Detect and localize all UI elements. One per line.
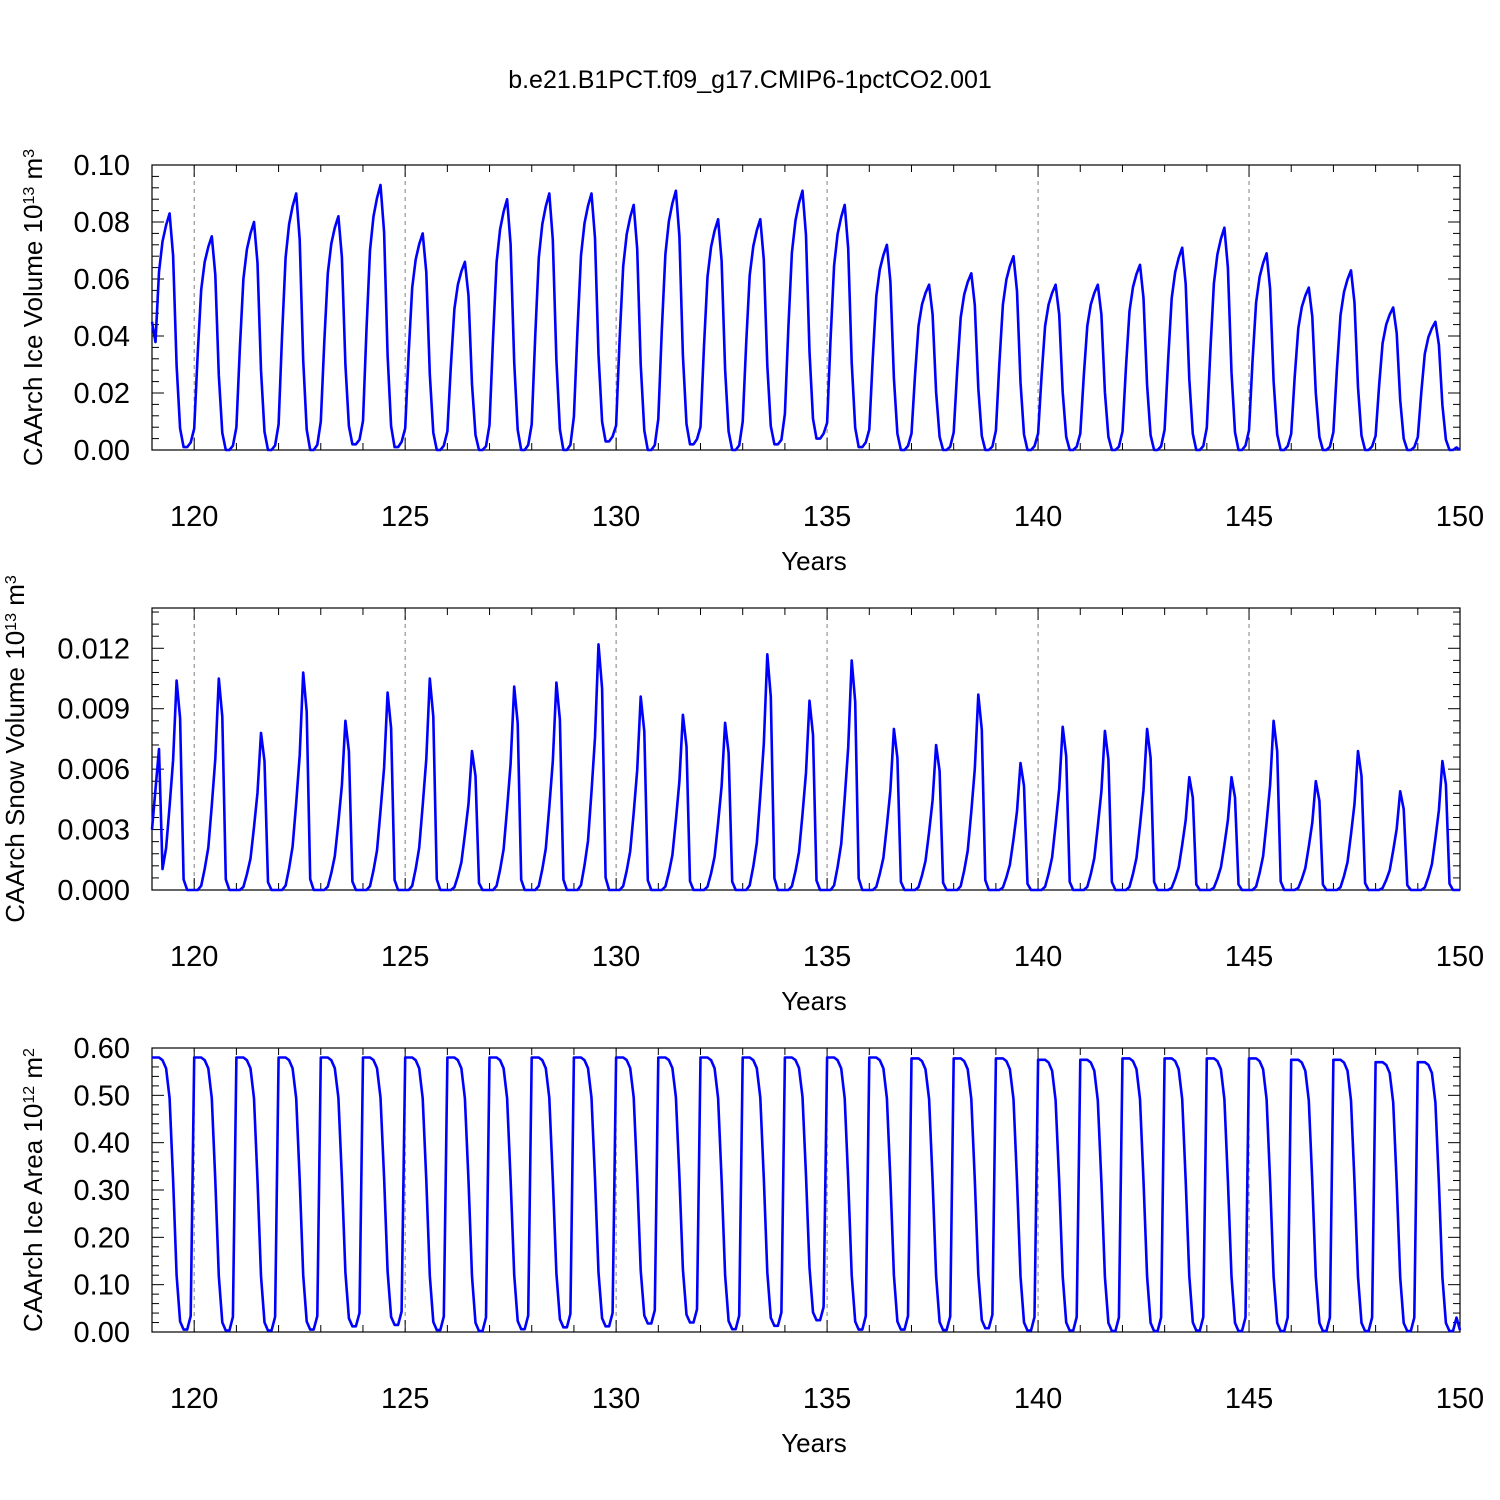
- y-axis-label: CAArch Snow Volume 1013 m3: [0, 575, 30, 923]
- x-axis-label: Years: [781, 1428, 847, 1458]
- y-tick-label: 0.006: [57, 754, 130, 786]
- x-tick-label: 120: [170, 501, 218, 533]
- series-line: [150, 643, 1460, 892]
- y-axis-label-text: CAArch Ice Area 10: [18, 1104, 48, 1332]
- y-tick-label: 0.30: [74, 1175, 130, 1207]
- y-tick-label: 0.10: [74, 150, 130, 182]
- x-tick-label: 150: [1436, 1383, 1484, 1415]
- x-tick-label: 140: [1014, 501, 1062, 533]
- y-tick-label: 0.000: [57, 875, 130, 907]
- series-line: [150, 183, 1461, 452]
- y-tick-label: 0.10: [74, 1270, 130, 1302]
- x-tick-label: 145: [1225, 1383, 1273, 1415]
- x-tick-label: 140: [1014, 1383, 1062, 1415]
- x-tick-label: 140: [1014, 941, 1062, 973]
- x-tick-label: 150: [1436, 501, 1484, 533]
- x-tick-label: 150: [1436, 941, 1484, 973]
- x-tick-label: 130: [592, 1383, 640, 1415]
- y-tick-label: 0.00: [74, 1317, 130, 1349]
- y-axis-label-superscript: 12: [21, 1086, 38, 1104]
- series-line: [152, 1056, 1462, 1333]
- y-tick-label: 0.012: [57, 633, 130, 665]
- x-axis-label: Years: [781, 546, 847, 576]
- y-axis-label: CAArch Ice Volume 1013 m3: [18, 149, 48, 466]
- y-axis-label: CAArch Ice Area 1012 m2: [18, 1048, 48, 1332]
- x-tick-label: 125: [381, 941, 429, 973]
- x-tick-label: 130: [592, 501, 640, 533]
- y-tick-label: 0.00: [74, 435, 130, 467]
- x-tick-label: 125: [381, 1383, 429, 1415]
- x-tick-label: 120: [170, 1383, 218, 1415]
- y-axis-label-text: CAArch Snow Volume 10: [0, 631, 30, 923]
- x-tick-label: 135: [803, 1383, 851, 1415]
- y-axis-label-superscript: 3: [21, 149, 38, 158]
- x-axis-label: Years: [781, 986, 847, 1016]
- y-tick-label: 0.20: [74, 1222, 130, 1254]
- x-tick-label: 135: [803, 941, 851, 973]
- y-axis-label-superscript: 13: [21, 187, 38, 205]
- y-axis-label-text: CAArch Ice Volume 10: [18, 205, 48, 467]
- x-tick-label: 145: [1225, 501, 1273, 533]
- y-tick-label: 0.003: [57, 815, 130, 847]
- chart-main-title: b.e21.B1PCT.f09_g17.CMIP6-1pctCO2.001: [508, 66, 992, 94]
- y-tick-label: 0.50: [74, 1080, 130, 1112]
- y-tick-label: 0.06: [74, 264, 130, 296]
- plot-frame: [151, 164, 1461, 451]
- plot-frame: [151, 607, 1461, 891]
- x-tick-label: 130: [592, 941, 640, 973]
- y-axis-label-superscript: 2: [21, 1048, 38, 1057]
- y-tick-label: 0.40: [74, 1128, 130, 1160]
- y-axis-label-text: m: [0, 584, 30, 613]
- x-tick-label: 125: [381, 501, 429, 533]
- y-axis-label-text: m: [18, 1057, 48, 1086]
- y-axis-label-superscript: 13: [3, 613, 20, 631]
- x-tick-label: 135: [803, 501, 851, 533]
- y-axis-label-text: m: [18, 158, 48, 187]
- y-tick-label: 0.08: [74, 207, 130, 239]
- y-tick-label: 0.009: [57, 694, 130, 726]
- y-tick-label: 0.60: [74, 1033, 130, 1065]
- x-tick-label: 120: [170, 941, 218, 973]
- y-tick-label: 0.02: [74, 378, 130, 410]
- x-tick-label: 145: [1225, 941, 1273, 973]
- y-axis-label-superscript: 3: [3, 575, 20, 584]
- y-tick-label: 0.04: [74, 321, 130, 353]
